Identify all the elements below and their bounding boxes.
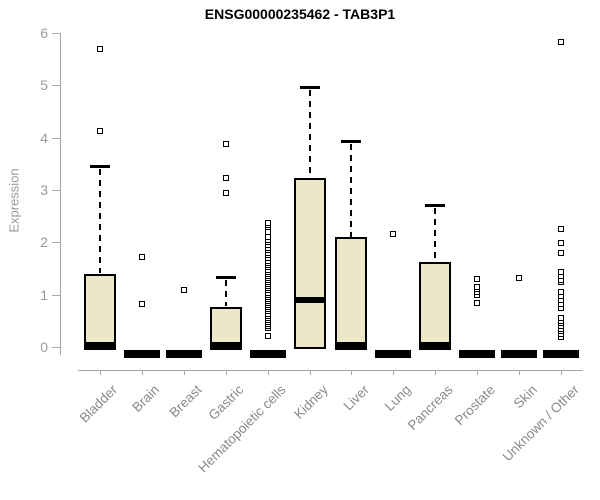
x-tick <box>351 370 352 375</box>
chart-title: ENSG00000235462 - TAB3P1 <box>204 6 396 22</box>
outlier-point <box>139 254 145 260</box>
whisker-cap <box>341 140 361 143</box>
x-tick-label: Skin <box>510 382 540 412</box>
outlier-point <box>223 190 229 196</box>
collapsed-box <box>459 350 495 358</box>
outlier-point <box>390 231 396 237</box>
y-axis-line <box>60 33 61 355</box>
y-tick-label: 6 <box>40 25 48 41</box>
box <box>335 237 367 350</box>
y-tick-label: 2 <box>40 234 48 250</box>
y-tick <box>52 190 60 191</box>
whisker <box>99 169 101 273</box>
x-tick <box>519 370 520 375</box>
outlier-point <box>558 250 564 256</box>
x-tick <box>226 370 227 375</box>
y-tick-label: 1 <box>40 287 48 303</box>
x-tick <box>435 370 436 375</box>
collapsed-box <box>543 350 579 358</box>
collapsed-box <box>250 350 286 358</box>
y-tick-label: 4 <box>40 130 48 146</box>
y-tick-label: 5 <box>40 77 48 93</box>
outlier-point <box>558 289 564 295</box>
x-tick <box>477 370 478 375</box>
median-line <box>335 342 367 348</box>
box <box>84 274 116 350</box>
y-tick <box>52 295 60 296</box>
outlier-point <box>223 141 229 147</box>
x-tick-label: Kidney <box>290 382 331 422</box>
whisker-cap <box>216 276 236 279</box>
x-tick-label: Prostate <box>451 382 498 429</box>
x-tick <box>100 370 101 375</box>
x-tick-label: Gastric <box>205 382 247 423</box>
y-tick <box>52 33 60 34</box>
y-tick <box>52 85 60 86</box>
outlier-point <box>265 333 271 339</box>
x-tick <box>393 370 394 375</box>
whisker <box>350 144 352 237</box>
box <box>419 262 451 350</box>
median-line <box>84 342 116 348</box>
x-tick-label: Liver <box>340 382 372 414</box>
y-tick-label: 0 <box>40 339 48 355</box>
outlier-point <box>558 315 564 321</box>
box <box>294 178 326 349</box>
collapsed-box <box>501 350 537 358</box>
median-line <box>294 297 326 303</box>
median-line <box>419 342 451 348</box>
x-axis-line <box>78 370 583 371</box>
x-tick-label: Breast <box>166 382 205 421</box>
outlier-point <box>474 276 480 282</box>
whisker-cap <box>425 204 445 207</box>
x-tick-label: Lung <box>381 382 414 414</box>
collapsed-box <box>166 350 202 358</box>
whisker <box>309 90 311 178</box>
outlier-point <box>558 269 564 275</box>
y-tick <box>52 242 60 243</box>
outlier-point <box>516 275 522 281</box>
outlier-point <box>97 128 103 134</box>
x-tick-label: Bladder <box>77 382 121 426</box>
outlier-point <box>558 240 564 246</box>
collapsed-box <box>124 350 160 358</box>
x-tick <box>268 370 269 375</box>
outlier-point <box>558 226 564 232</box>
x-tick-label: Unknown / Other <box>499 382 582 465</box>
outlier-point <box>97 46 103 52</box>
x-tick <box>310 370 311 375</box>
whisker-cap <box>300 86 320 89</box>
x-tick-label: Brain <box>129 382 163 415</box>
outlier-point <box>139 301 145 307</box>
outlier-point <box>474 284 480 290</box>
y-tick-label: 3 <box>40 182 48 198</box>
x-tick <box>142 370 143 375</box>
collapsed-box <box>375 350 411 358</box>
x-tick <box>561 370 562 375</box>
outlier-point <box>558 39 564 45</box>
whisker-cap <box>90 165 110 168</box>
median-line <box>210 342 242 348</box>
x-tick <box>184 370 185 375</box>
outlier-point <box>265 220 271 226</box>
y-tick <box>52 347 60 348</box>
x-tick-label: Pancreas <box>404 382 456 433</box>
whisker <box>434 208 436 262</box>
outlier-point <box>223 175 229 181</box>
outlier-point <box>181 287 187 293</box>
y-tick <box>52 138 60 139</box>
outlier-point <box>474 300 480 306</box>
whisker <box>225 280 227 306</box>
